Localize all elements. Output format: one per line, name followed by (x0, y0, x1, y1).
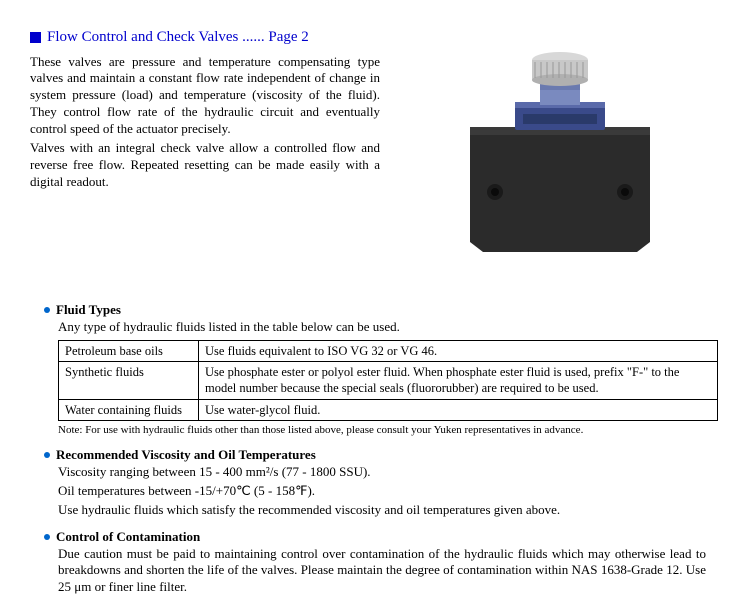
fluid-types-block: Fluid Types Any type of hydraulic fluids… (44, 302, 706, 437)
table-cell: Use water-glycol fluid. (199, 399, 718, 420)
table-row: Synthetic fluids Use phosphate ester or … (59, 362, 718, 400)
intro-paragraph-2: Valves with an integral check valve allo… (30, 140, 380, 191)
heading-square-icon (30, 32, 41, 43)
heading-text: Flow Control and Check Valves ...... Pag… (47, 28, 309, 48)
viscosity-line: Use hydraulic fluids which satisfy the r… (44, 502, 706, 519)
contamination-text: Due caution must be paid to maintaining … (44, 546, 706, 597)
viscosity-line: Oil temperatures between -15/+70℃ (5 - 1… (44, 483, 706, 500)
valve-product-image (455, 32, 665, 262)
bullet-icon (44, 452, 50, 458)
main-heading: Flow Control and Check Valves ...... Pag… (30, 28, 380, 48)
fluid-types-heading: Fluid Types (44, 302, 706, 319)
viscosity-heading: Recommended Viscosity and Oil Temperatur… (44, 447, 706, 464)
bullet-icon (44, 534, 50, 540)
table-cell: Petroleum base oils (59, 340, 199, 361)
top-section: Flow Control and Check Valves ...... Pag… (30, 28, 720, 262)
table-row: Petroleum base oils Use fluids equivalen… (59, 340, 718, 361)
table-row: Water containing fluids Use water-glycol… (59, 399, 718, 420)
specifications-section: Fluid Types Any type of hydraulic fluids… (30, 302, 720, 596)
document-page: Flow Control and Check Valves ...... Pag… (0, 0, 750, 616)
text-column: Flow Control and Check Valves ...... Pag… (30, 28, 380, 262)
viscosity-title: Recommended Viscosity and Oil Temperatur… (56, 447, 316, 464)
intro-paragraph-1: These valves are pressure and temperatur… (30, 54, 380, 138)
contamination-title: Control of Contamination (56, 529, 200, 546)
viscosity-line: Viscosity ranging between 15 - 400 mm²/s… (44, 464, 706, 481)
contamination-block: Control of Contamination Due caution mus… (44, 529, 706, 597)
fluid-types-table: Petroleum base oils Use fluids equivalen… (58, 340, 718, 421)
viscosity-block: Recommended Viscosity and Oil Temperatur… (44, 447, 706, 519)
fluid-types-note: Note: For use with hydraulic fluids othe… (44, 423, 706, 437)
table-cell: Water containing fluids (59, 399, 199, 420)
table-cell: Use fluids equivalent to ISO VG 32 or VG… (199, 340, 718, 361)
table-cell: Synthetic fluids (59, 362, 199, 400)
contamination-heading: Control of Contamination (44, 529, 706, 546)
fluid-types-intro: Any type of hydraulic fluids listed in t… (44, 319, 706, 336)
product-image-column (400, 28, 720, 262)
bullet-icon (44, 307, 50, 313)
table-cell: Use phosphate ester or polyol ester flui… (199, 362, 718, 400)
fluid-types-title: Fluid Types (56, 302, 121, 319)
